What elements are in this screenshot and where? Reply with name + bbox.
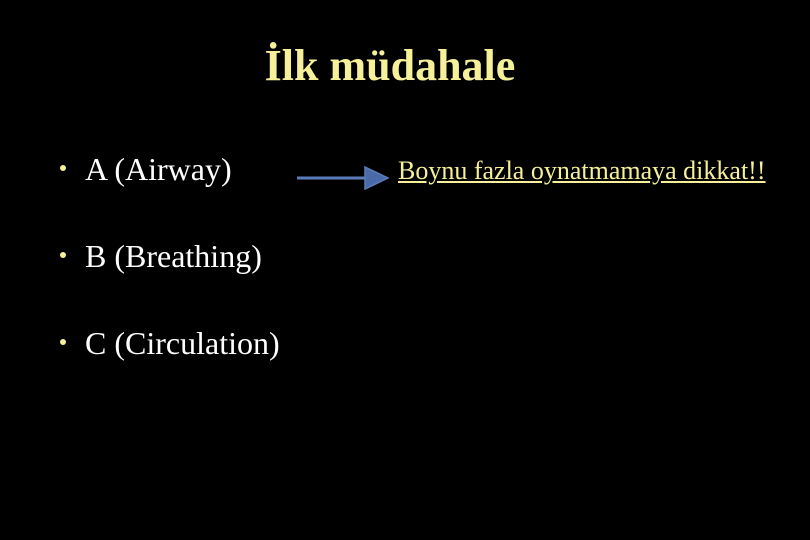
warning-note: Boynu fazla oynatmamaya dikkat!!	[398, 156, 765, 186]
bullet-item-circulation: C (Circulation)	[85, 325, 760, 362]
arrow-icon	[295, 163, 390, 193]
bullet-text: B (Breathing)	[85, 238, 262, 275]
bullet-dot-icon	[60, 339, 66, 345]
slide-container: İlk müdahale A (Airway) B (Breathing) C …	[0, 0, 810, 540]
bullet-dot-icon	[60, 252, 66, 258]
bullet-text: C (Circulation)	[85, 325, 280, 362]
slide-title: İlk müdahale	[20, 40, 760, 91]
bullet-text: A (Airway)	[85, 151, 232, 188]
bullet-item-breathing: B (Breathing)	[85, 238, 760, 275]
bullet-dot-icon	[60, 165, 66, 171]
